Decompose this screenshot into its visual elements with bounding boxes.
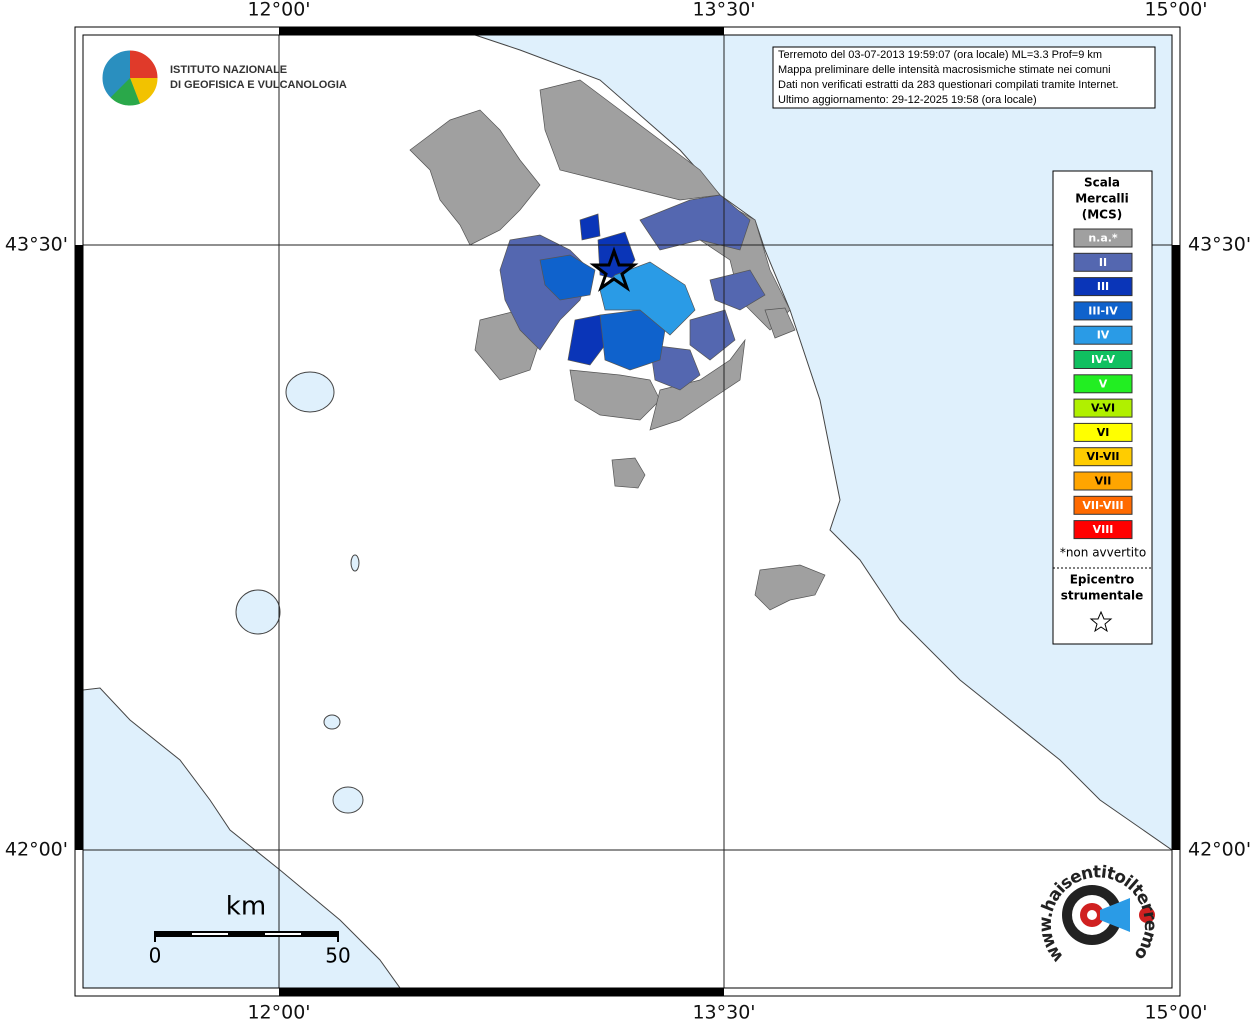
legend-swatch: [1073, 228, 1133, 248]
legend-label: VI-VII: [1086, 450, 1119, 463]
municipality: [409, 109, 541, 246]
institute-name: DI GEOFISICA E VULCANOLOGIA: [170, 79, 347, 91]
municipality: [764, 307, 796, 339]
lon-label: 13°30': [692, 0, 755, 21]
lon-label: 15°00': [1144, 0, 1207, 21]
legend-swatch: [1073, 374, 1133, 394]
legend-label: n.a.*: [1088, 232, 1118, 245]
legend-epicenter: strumentale: [1061, 589, 1144, 603]
legend-note: *non avvertito: [1060, 546, 1146, 560]
municipality: [639, 194, 751, 251]
legend-label: III-IV: [1088, 304, 1118, 317]
legend-label: VI: [1097, 426, 1110, 439]
legend-swatch: [1073, 447, 1133, 467]
municipality: [579, 213, 601, 241]
municipality: [649, 344, 701, 391]
legend-label: V: [1099, 377, 1108, 390]
municipality: [567, 314, 606, 366]
info-line: Terremoto del 03-07-2013 19:59:07 (ora l…: [778, 49, 1102, 61]
legend-swatch: [1073, 325, 1133, 345]
lat-label: 43°30': [1188, 234, 1251, 256]
legend-epicenter: Epicentro: [1070, 573, 1135, 587]
lat-label: 43°30': [5, 234, 68, 256]
lon-label: 13°30': [692, 1002, 755, 1024]
legend-label: IV: [1097, 329, 1110, 342]
legend-label: VII: [1095, 475, 1112, 488]
legend-swatch: [1073, 422, 1133, 442]
epicenter-star: [589, 246, 639, 292]
legend: Scala Mercalli (MCS) *non avvertito Epic…: [1052, 170, 1153, 645]
municipality: [569, 369, 661, 421]
institute-name: ISTITUTO NAZIONALE: [170, 64, 287, 76]
legend-label: III: [1097, 280, 1109, 293]
info-box: [772, 46, 1156, 109]
legend-label: VIII: [1093, 523, 1114, 536]
legend-swatch: [1073, 277, 1133, 297]
scale-end: 50: [325, 944, 350, 968]
scale-bar: km 0 50: [149, 892, 351, 968]
municipality: [649, 338, 746, 431]
legend-label: II: [1099, 256, 1107, 269]
lon-label: 15°00': [1144, 1002, 1207, 1024]
legend-swatch: [1073, 495, 1133, 515]
lake: [350, 554, 360, 572]
lake: [332, 786, 364, 814]
adriatic-sea: [474, 34, 1173, 851]
municipality: [539, 254, 596, 301]
graticule: [83, 35, 1172, 988]
legend-label: VII-VIII: [1082, 499, 1123, 512]
legend-swatch: [1073, 520, 1133, 540]
legend-title: Mercalli: [1075, 192, 1129, 206]
legend-swatch: [1073, 471, 1133, 491]
scale-unit: km: [226, 892, 266, 922]
ingv-logo: ISTITUTO NAZIONALE DI GEOFISICA E VULCAN…: [101, 49, 347, 107]
lat-label: 42°00': [5, 839, 68, 861]
info-line: Dati non verificati estratti da 283 ques…: [778, 79, 1119, 91]
legend-swatch: [1073, 398, 1133, 418]
municipality: [539, 79, 721, 201]
info-line: Mappa preliminare delle intensità macros…: [778, 64, 1111, 76]
frame-bars: [75, 27, 1180, 996]
lake: [323, 714, 341, 730]
legend-title: Scala: [1084, 176, 1120, 190]
municipality: [611, 457, 646, 489]
legend-label: V-VI: [1091, 402, 1115, 415]
municipality: [754, 564, 826, 611]
legend-title: (MCS): [1082, 208, 1123, 222]
legend-swatch: [1073, 252, 1133, 272]
lake: [235, 589, 281, 635]
scale-start: 0: [149, 944, 162, 968]
info-line: Ultimo aggiornamento: 29-12-2025 19:58 (…: [778, 94, 1037, 106]
lon-label: 12°00': [247, 1002, 310, 1024]
legend-label: IV-V: [1091, 353, 1116, 366]
lon-label: 12°00': [247, 0, 310, 21]
legend-swatch: [1073, 350, 1133, 369]
legend-swatch: [1073, 301, 1133, 321]
legend-star: [1089, 610, 1113, 633]
lake: [285, 371, 335, 413]
lat-label: 42°00': [1188, 839, 1251, 861]
